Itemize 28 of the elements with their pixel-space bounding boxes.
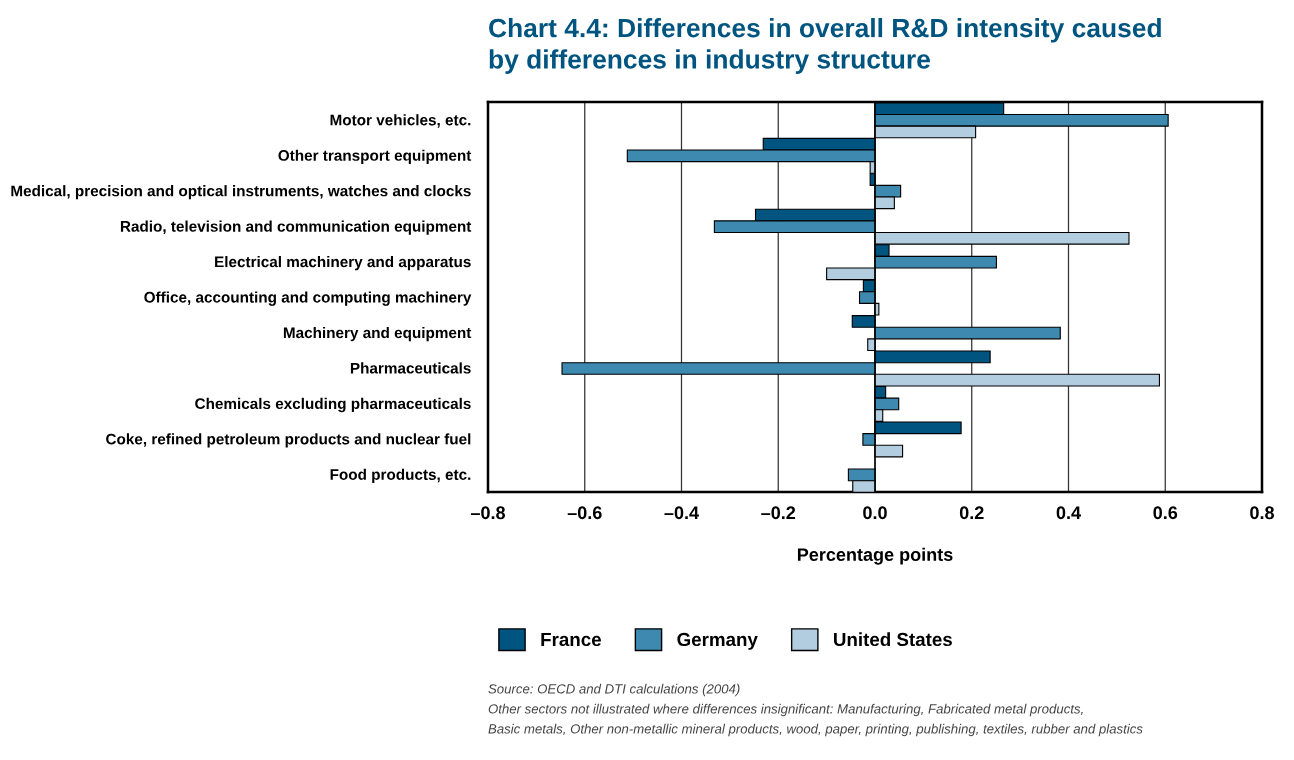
x-tick-label: 0.2	[959, 506, 984, 520]
x-tick-label: –0.2	[761, 506, 796, 520]
legend-label: France	[541, 633, 601, 647]
y-tick-label: Food products, etc.	[330, 468, 471, 483]
x-tick-label: –0.6	[567, 506, 602, 520]
y-tick-label: Electrical machinery and apparatus	[215, 256, 471, 271]
legend-label: United States	[834, 632, 952, 647]
source-note: Source: OECD and DTI calculations (2004)	[488, 683, 740, 697]
y-tick-label: Coke, refined petroleum products and nuclear fuel	[106, 433, 471, 448]
y-tick-label: Other transport equipment	[278, 149, 472, 164]
y-tick-label: Pharmaceuticals	[350, 362, 471, 374]
y-tick-label: Motor vehicles, etc.	[330, 114, 471, 128]
y-tick-label: Medical, precision and optical instruments, watches and clocks	[11, 185, 471, 200]
x-tick-label: 0.4	[1056, 506, 1081, 520]
x-axis-title: Percentage points	[797, 547, 953, 565]
legend-label: Germany	[677, 632, 758, 650]
x-tick-label: –0.4	[664, 506, 699, 520]
x-tick-label: 0.8	[1250, 506, 1274, 520]
text: Other sectors not illustrated where differences insignificant: Manufacturing, Fabricated metal products,	[488, 703, 1083, 717]
text: Basic metals, Other non-metallic mineral products, wood, paper, printing, publishing, textiles, rubber and plastics	[488, 723, 1143, 737]
x-tick-label: 0.0	[863, 506, 887, 520]
x-tick-label: 0.6	[1153, 506, 1178, 520]
chart-title: Chart 4.4: Differences in overall R&D intensity caused by differences in industry structure	[489, 18, 1161, 74]
y-tick-label: Radio, television and communication equipment	[120, 220, 472, 235]
y-tick-label: Machinery and equipment	[283, 326, 472, 342]
x-tick-label: –0.8	[470, 506, 506, 520]
y-tick-label: Office, accounting and computing machinery	[144, 291, 472, 306]
y-tick-label: Chemicals excluding pharmaceuticals	[195, 397, 471, 413]
